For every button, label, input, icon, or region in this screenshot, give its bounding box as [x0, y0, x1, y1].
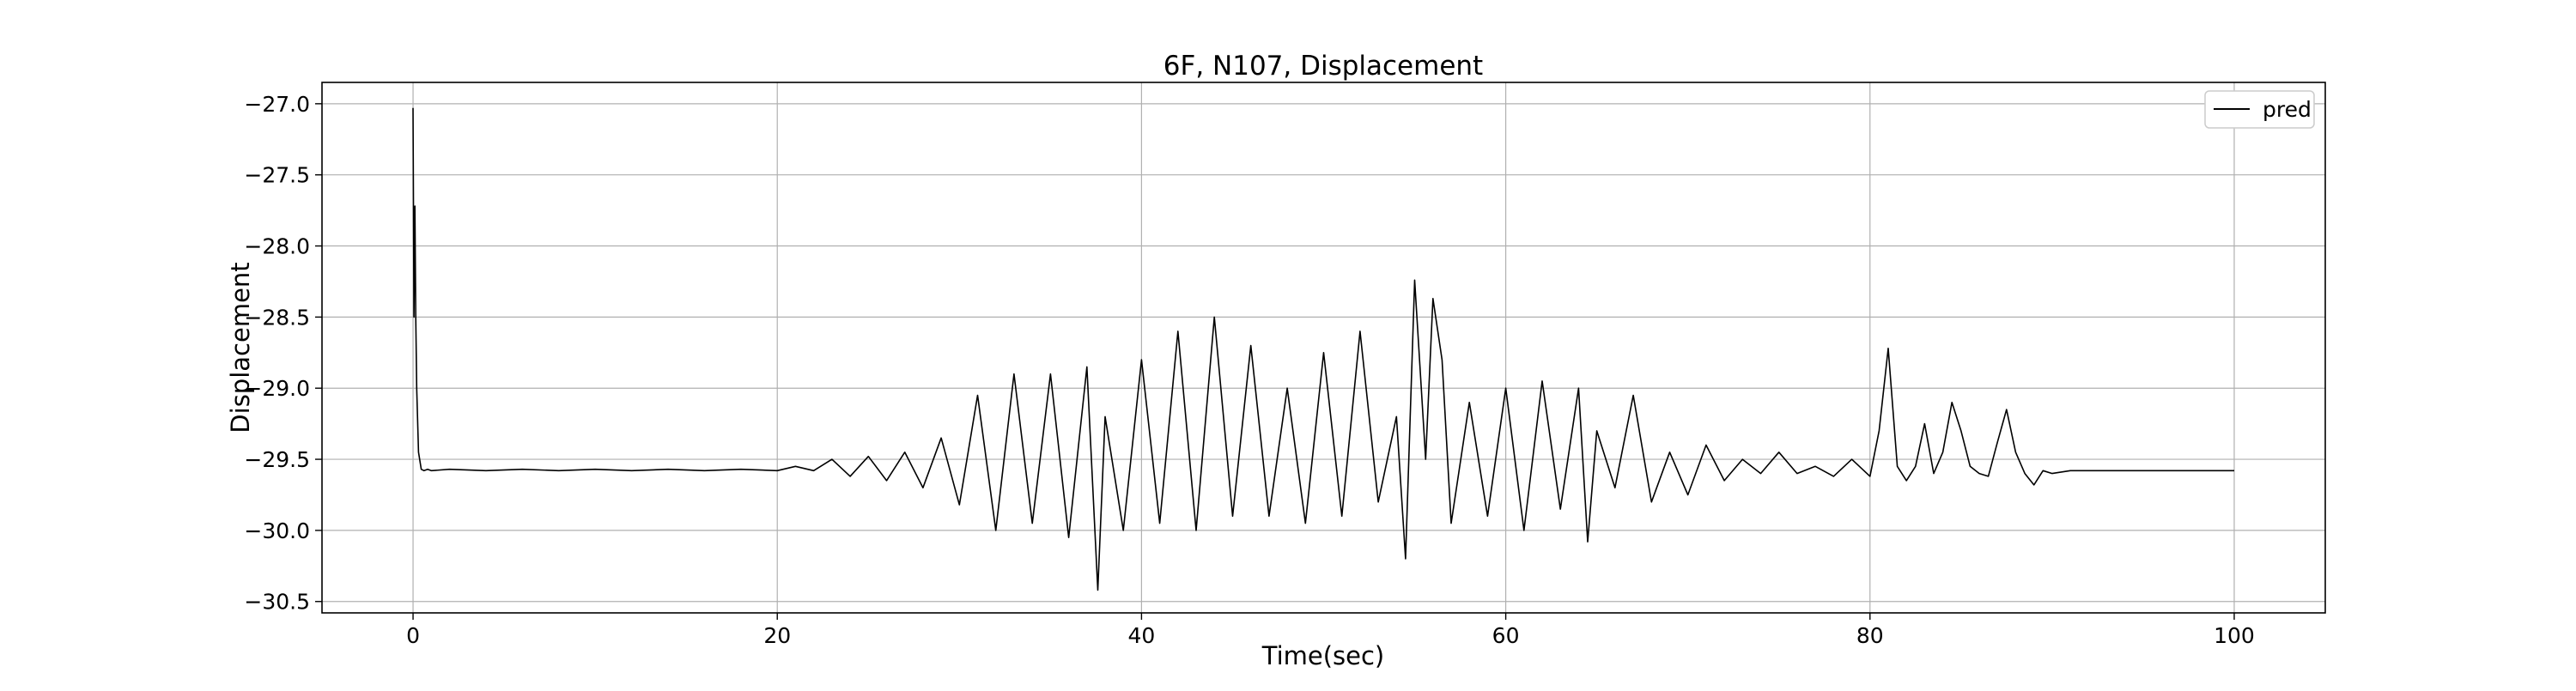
- y-tick-label: −27.5: [244, 163, 310, 188]
- legend-label: pred: [2263, 97, 2312, 122]
- y-tick-label: −30.0: [244, 518, 310, 543]
- series-line-pred: [412, 107, 2234, 591]
- y-tick-label: −27.0: [244, 92, 310, 117]
- legend-box: [2204, 90, 2315, 129]
- y-tick-label: −28.0: [244, 234, 310, 259]
- x-tick-label: 40: [1128, 623, 1156, 648]
- x-tick-label: 60: [1492, 623, 1520, 648]
- y-tick-label: −29.5: [244, 447, 310, 472]
- y-tick-label: −29.0: [244, 376, 310, 401]
- y-axis-label: Displacement: [226, 262, 255, 433]
- grid: [322, 82, 2325, 613]
- legend: pred: [2204, 90, 2315, 129]
- x-tick-label: 80: [1856, 623, 1884, 648]
- x-tick-label: 0: [406, 623, 420, 648]
- x-tick-label: 100: [2214, 623, 2255, 648]
- y-tick-label: −30.5: [244, 590, 310, 615]
- x-axis-label: Time(sec): [1261, 641, 1385, 670]
- chart-title: 6F, N107, Displacement: [1163, 51, 1483, 82]
- y-tick-label: −28.5: [244, 305, 310, 330]
- plot-frame: [321, 82, 2326, 614]
- ticks: 0 20 40 60 80 100 −27.0 −27.5 −28.0 −28.5 −29.0 −29…: [244, 92, 2254, 648]
- series-layer: [412, 107, 2234, 591]
- x-tick-label: 20: [763, 623, 791, 648]
